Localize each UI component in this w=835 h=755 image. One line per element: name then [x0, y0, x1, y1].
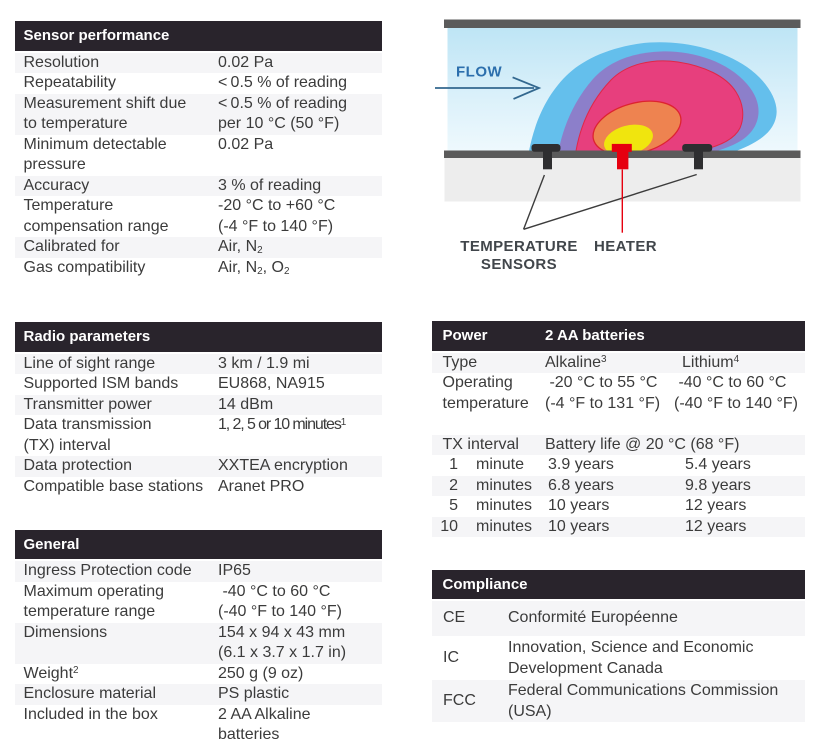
- svg-text:FLOW: FLOW: [456, 64, 502, 81]
- svg-text:TEMPERATURE: TEMPERATURE: [460, 238, 577, 255]
- svg-text:SENSORS: SENSORS: [481, 256, 557, 273]
- svg-text:HEATER: HEATER: [594, 238, 657, 255]
